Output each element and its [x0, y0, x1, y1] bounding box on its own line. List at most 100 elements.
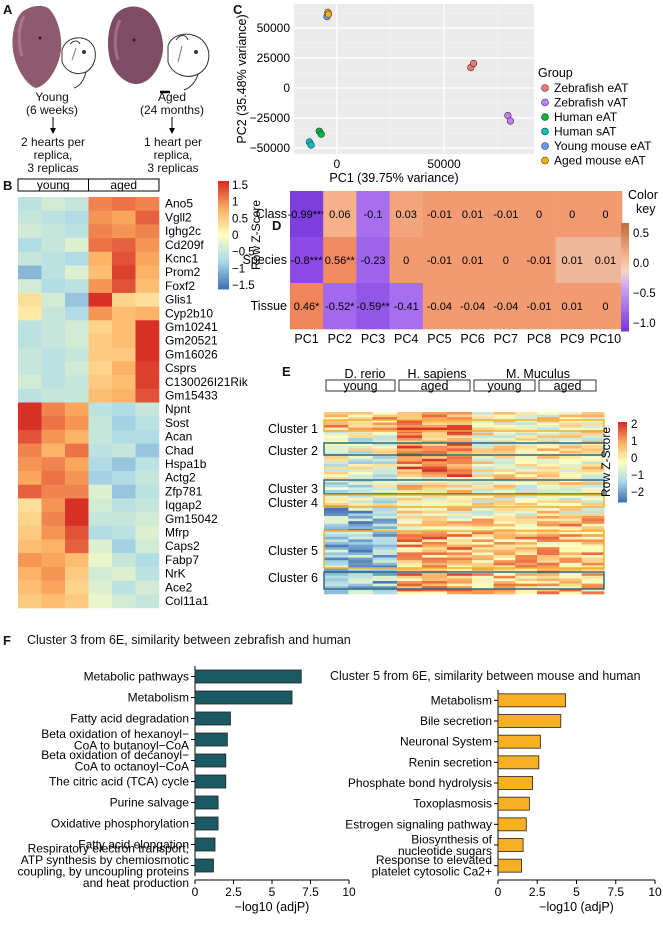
- gene-label: Hspa1b: [165, 457, 207, 471]
- cluster-heatmap-cell: [397, 419, 423, 423]
- heatmap-cell: [41, 292, 66, 307]
- cluster-heatmap-cell: [397, 435, 423, 439]
- cluster-heatmap-cell: [422, 503, 448, 506]
- heatmap-cell: [41, 347, 66, 362]
- cluster-heatmap-cell: [372, 471, 398, 475]
- panel-e-letter: E: [282, 364, 291, 379]
- cluster-heatmap-cell: [472, 419, 495, 423]
- cluster-heatmap-cell: [515, 461, 538, 465]
- heatmap-cell: [65, 320, 89, 335]
- heatmap-cell: [88, 238, 113, 253]
- cluster-heatmap-cell: [372, 503, 398, 506]
- heatmap-cell: [112, 375, 136, 390]
- subgroup-label: aged: [421, 379, 449, 393]
- cluster-heatmap-cell: [515, 427, 538, 431]
- cluster-heatmap-cell: [559, 552, 583, 556]
- heatmap-cell: [112, 402, 136, 417]
- cluster-heatmap-cell: [397, 487, 423, 491]
- color-key-swatch: [621, 322, 629, 327]
- heatmap-cell: [135, 512, 160, 527]
- color-key-swatch: [621, 266, 629, 270]
- enrichment-left-category-label: CoA to butanoyl−CoA: [74, 738, 189, 752]
- cluster-heatmap-cell: [422, 518, 448, 522]
- pca-legend-label: Aged mouse eAT: [554, 154, 646, 168]
- cluster-heatmap-cell: [472, 451, 495, 454]
- cluster-heatmap-cell: [559, 536, 583, 540]
- heatmap-cell: [135, 484, 160, 499]
- cluster-heatmap-cell: [324, 448, 349, 452]
- cluster-heatmap-cell: [515, 573, 538, 577]
- cluster-heatmap-cell: [324, 425, 349, 428]
- cluster-heatmap-cell: [348, 521, 374, 525]
- cluster-heatmap-cell: [422, 510, 448, 514]
- cluster-legend-swatch: [618, 432, 627, 435]
- cluster-heatmap-cell: [348, 510, 374, 514]
- heatmap-cell: [65, 361, 89, 376]
- cluster-heatmap-cell: [348, 500, 374, 504]
- cluster-heatmap-cell: [559, 534, 583, 538]
- zscore-legend-swatch: [218, 243, 229, 247]
- correlation-value: 0.56**: [325, 255, 356, 267]
- cluster-heatmap-cell: [324, 495, 349, 499]
- cluster-heatmap-cell: [324, 427, 349, 431]
- cluster-heatmap-cell: [472, 440, 495, 444]
- cluster-heatmap-cell: [472, 438, 495, 441]
- cluster-heatmap-cell: [581, 448, 605, 452]
- correlation-value: -0.41: [394, 301, 419, 313]
- cluster-heatmap-cell: [422, 516, 448, 519]
- cluster-heatmap-cell: [422, 562, 448, 566]
- cluster-heatmap-cell: [348, 414, 374, 418]
- cluster-heatmap-cell: [537, 495, 560, 499]
- cluster-heatmap-cell: [348, 427, 374, 431]
- heatmap-cell: [112, 292, 136, 307]
- cluster-legend-swatch: [618, 454, 627, 457]
- cluster-legend-swatch: [618, 456, 627, 459]
- gene-label: Chad: [165, 443, 194, 457]
- cluster-heatmap-cell: [472, 477, 495, 480]
- cluster-heatmap-cell: [559, 448, 583, 452]
- heatmap-cell: [135, 197, 160, 211]
- cluster-heatmap-cell: [472, 513, 495, 517]
- cluster-heatmap-cell: [397, 536, 423, 540]
- heatmap-cell: [135, 388, 160, 403]
- cluster-heatmap-cell: [324, 560, 349, 564]
- cluster-heatmap-cell: [422, 591, 448, 595]
- heatmap-cell: [112, 429, 136, 444]
- cluster-heatmap-cell: [537, 479, 560, 483]
- cluster-heatmap-cell: [447, 477, 473, 480]
- cluster-heatmap-cell: [537, 557, 560, 561]
- cluster-heatmap-cell: [397, 552, 423, 556]
- heatmap-cell: [88, 361, 113, 376]
- heatmap-cell: [18, 525, 42, 540]
- cluster-heatmap-cell: [581, 435, 605, 439]
- species-label: M. Muculus: [506, 367, 570, 381]
- cluster-heatmap-cell: [348, 573, 374, 577]
- heatmap-cell: [65, 457, 89, 472]
- correlation-cell: [323, 237, 357, 284]
- zscore-legend-swatch: [218, 262, 229, 266]
- enrichment-left-bar: [194, 795, 219, 810]
- cluster-heatmap-cell: [537, 443, 560, 447]
- correlation-cell: [489, 237, 523, 284]
- cluster-heatmap-cell: [422, 552, 448, 556]
- zscore-legend-swatch: [218, 235, 229, 239]
- heatmap-cell: [41, 388, 66, 403]
- cluster-heatmap-cell: [447, 518, 473, 522]
- color-key-swatch: [621, 317, 629, 321]
- pca-point: [506, 117, 515, 125]
- heatmap-cell: [88, 388, 113, 403]
- cluster-heatmap-cell: [537, 471, 560, 475]
- heatmap-cell: [135, 402, 160, 417]
- cluster-heatmap-cell: [447, 466, 473, 470]
- enrichment-right-bar: [497, 796, 530, 811]
- cluster-heatmap-cell: [537, 487, 560, 491]
- heatmap-cell: [18, 566, 42, 581]
- cluster-legend-swatch: [618, 500, 627, 503]
- heatmap-cell: [112, 279, 136, 294]
- correlation-row-label: Tissue: [251, 299, 287, 313]
- heatmap-cell: [41, 402, 66, 417]
- cluster-heatmap-cell: [324, 513, 349, 517]
- heatmap-cell: [112, 238, 136, 253]
- correlation-value: 0.01: [561, 255, 582, 267]
- cluster-heatmap-cell: [447, 508, 473, 512]
